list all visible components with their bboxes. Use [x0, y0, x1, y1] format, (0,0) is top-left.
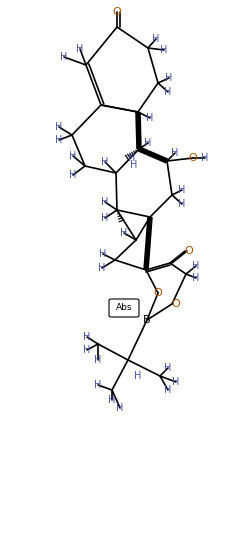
Text: H: H: [164, 363, 172, 373]
Text: H: H: [101, 213, 109, 223]
Text: H: H: [101, 157, 109, 167]
Text: H: H: [192, 273, 200, 283]
Text: H: H: [192, 261, 200, 271]
Text: B: B: [143, 315, 151, 325]
Text: H: H: [171, 148, 179, 158]
FancyBboxPatch shape: [109, 299, 139, 317]
Text: H: H: [98, 263, 106, 273]
Text: H: H: [83, 345, 91, 355]
Text: H: H: [60, 52, 68, 62]
Text: H: H: [152, 34, 160, 44]
Text: O: O: [113, 7, 121, 17]
Text: H: H: [69, 151, 77, 161]
Text: H: H: [178, 185, 186, 195]
Text: H: H: [55, 135, 63, 145]
Text: H: H: [130, 160, 138, 170]
Text: H: H: [94, 355, 102, 365]
Text: H: H: [160, 45, 168, 55]
Text: H: H: [108, 395, 116, 405]
Text: H: H: [99, 249, 107, 259]
Text: H: H: [164, 385, 172, 395]
Text: H: H: [83, 332, 91, 342]
Text: H: H: [55, 122, 63, 132]
Text: H: H: [120, 228, 128, 238]
Text: H: H: [76, 44, 84, 54]
Text: O: O: [189, 153, 197, 163]
Text: H: H: [116, 403, 124, 413]
Text: H: H: [128, 153, 136, 163]
Text: H: H: [172, 377, 180, 387]
Text: H: H: [69, 170, 77, 180]
Text: H: H: [144, 138, 152, 148]
Text: O: O: [172, 299, 180, 309]
Text: H: H: [101, 197, 109, 207]
Text: O: O: [154, 288, 162, 298]
Text: Abs: Abs: [116, 304, 132, 312]
Text: H: H: [134, 371, 142, 381]
Text: O: O: [185, 246, 193, 256]
Text: H: H: [201, 153, 209, 163]
Text: H: H: [94, 380, 102, 390]
Text: H: H: [165, 73, 173, 83]
Text: H: H: [146, 113, 154, 123]
Text: H: H: [164, 87, 172, 97]
Text: H: H: [178, 199, 186, 209]
